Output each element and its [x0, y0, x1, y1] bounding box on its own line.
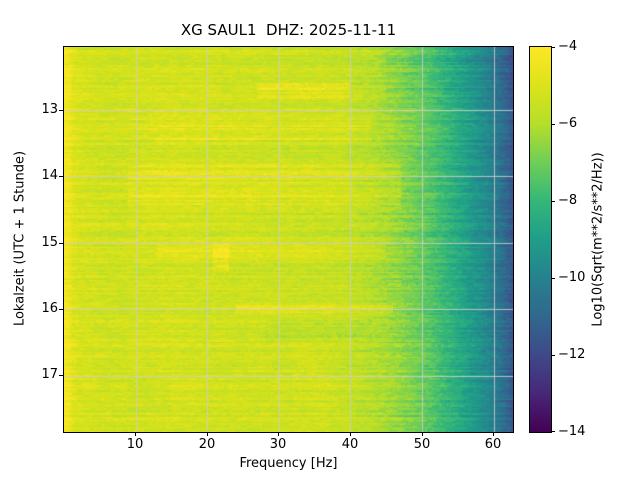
- y-tick-label: 15: [41, 235, 58, 250]
- x-axis-label: Frequency [Hz]: [239, 456, 338, 471]
- x-tick-mark: [278, 432, 279, 436]
- colorbar-tick-label: −10: [558, 270, 586, 285]
- spectrogram-heatmap: [64, 47, 513, 432]
- x-tick-mark: [135, 432, 136, 436]
- colorbar-label: Log10(Sqrt(m**2/s**2/Hz)): [590, 152, 606, 327]
- x-tick-mark: [350, 432, 351, 436]
- y-tick-mark: [59, 309, 63, 310]
- y-axis-label: Lokalzeit (UTC + 1 Stunde): [12, 150, 28, 327]
- colorbar-tick-mark: [551, 278, 555, 279]
- colorbar-tick-label: −4: [558, 39, 578, 54]
- y-tick-mark: [59, 375, 63, 376]
- y-tick-label: 13: [41, 102, 58, 117]
- x-tick-label: 30: [269, 437, 287, 452]
- colorbar-tick-mark: [551, 431, 555, 432]
- y-tick-label: 17: [41, 367, 58, 382]
- plot-title: XG SAUL1 DHZ: 2025-11-11: [180, 21, 397, 39]
- colorbar-tick-label: −8: [558, 193, 578, 208]
- y-tick-label: 16: [41, 301, 58, 316]
- y-tick-mark: [59, 110, 63, 111]
- x-tick-mark: [207, 432, 208, 436]
- x-tick-mark: [422, 432, 423, 436]
- colorbar-tick-mark: [551, 124, 555, 125]
- y-tick-mark: [59, 176, 63, 177]
- colorbar-tick-label: −14: [558, 424, 586, 439]
- x-tick-mark: [493, 432, 494, 436]
- colorbar-tick-label: −6: [558, 116, 578, 131]
- x-tick-label: 50: [413, 437, 431, 452]
- x-tick-label: 40: [341, 437, 359, 452]
- y-tick-label: 14: [41, 168, 58, 183]
- y-tick-mark: [59, 243, 63, 244]
- x-tick-label: 10: [126, 437, 144, 452]
- colorbar-tick-mark: [551, 355, 555, 356]
- colorbar-tick-mark: [551, 201, 555, 202]
- colorbar-tick-mark: [551, 47, 555, 48]
- x-tick-label: 60: [484, 437, 502, 452]
- x-tick-label: 20: [198, 437, 216, 452]
- colorbar-tick-label: −12: [558, 347, 586, 362]
- colorbar-gradient: [530, 47, 551, 432]
